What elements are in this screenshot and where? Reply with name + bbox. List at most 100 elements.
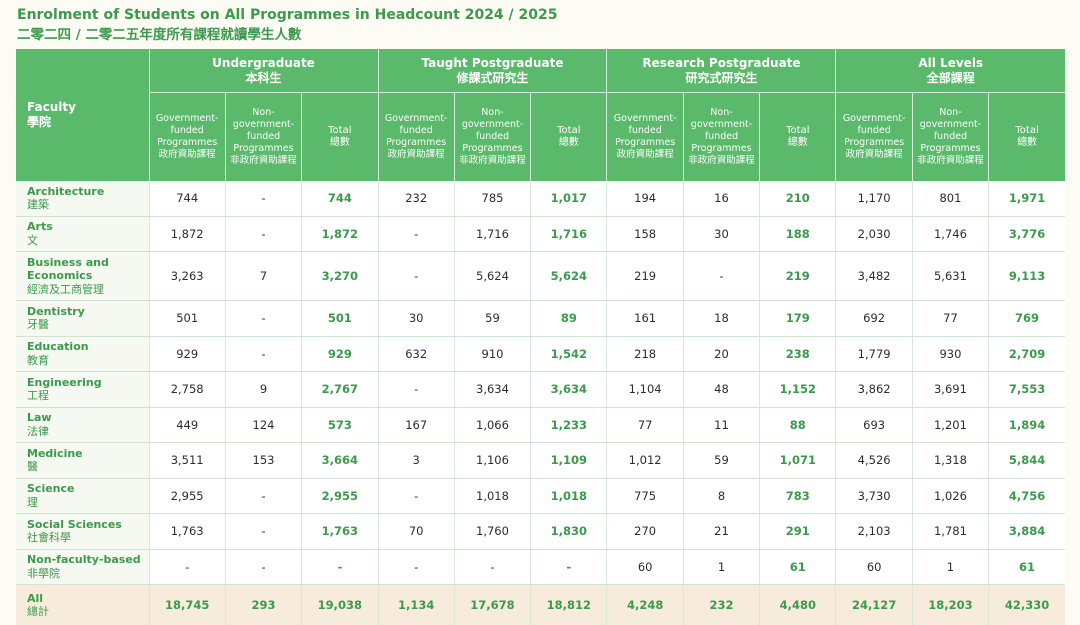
value-cell: -	[225, 181, 301, 216]
subheader-label-en: Government-funded Programmes	[836, 113, 911, 149]
value-cell: -	[378, 549, 454, 585]
total-value-cell: 2,767	[302, 372, 378, 408]
value-cell: -	[378, 216, 454, 252]
value-cell: 1,779	[836, 336, 912, 372]
total-value-cell: 3,270	[302, 252, 378, 301]
subheader-label-zh: 非政府資助課程	[913, 155, 988, 167]
page-title: Enrolment of Students on All Programmes …	[17, 5, 558, 25]
value-cell: 194	[607, 181, 683, 216]
faculty-name-en: Education	[27, 340, 149, 354]
value-cell: 5,631	[912, 252, 988, 301]
total-value-cell: 2,955	[302, 478, 378, 514]
total-value-cell: 769	[989, 301, 1065, 337]
faculty-name-en: Arts	[27, 220, 149, 234]
value-cell: 21	[683, 514, 759, 550]
faculty-name-zh: 教育	[27, 354, 149, 368]
total-value-cell: 179	[760, 301, 836, 337]
value-cell: 7	[225, 252, 301, 301]
subheader-label-en: Total	[760, 125, 835, 137]
total-value-cell: 1,894	[989, 407, 1065, 443]
value-cell: -	[378, 372, 454, 408]
value-cell: 158	[607, 216, 683, 252]
value-cell: 1	[912, 549, 988, 585]
value-cell: 1,026	[912, 478, 988, 514]
total-value-cell: 1,018	[531, 478, 607, 514]
total-value-cell: 9,113	[989, 252, 1065, 301]
subheader-label-en: Non-government-funded Programmes	[455, 107, 530, 155]
subheader-label-zh: 總數	[760, 137, 835, 149]
value-cell: -	[225, 301, 301, 337]
value-cell: 59	[683, 443, 759, 479]
faculty-name-zh: 法律	[27, 425, 149, 439]
value-cell: 8	[683, 478, 759, 514]
total-value-cell: 1,971	[989, 181, 1065, 216]
total-value-cell: 219	[760, 252, 836, 301]
total-value-cell: 61	[989, 549, 1065, 585]
value-cell: 30	[378, 301, 454, 337]
total-value-cell: 3,664	[302, 443, 378, 479]
value-cell: 161	[607, 301, 683, 337]
value-cell: -	[378, 252, 454, 301]
value-cell: 4,526	[836, 443, 912, 479]
faculty-name-zh: 理	[27, 496, 149, 510]
faculty-name-zh: 社會科學	[27, 531, 149, 545]
total-value-cell: 3,634	[531, 372, 607, 408]
value-cell: 744	[149, 181, 225, 216]
total-value-cell: 2,709	[989, 336, 1065, 372]
total-value-cell: 89	[531, 301, 607, 337]
value-cell: 270	[607, 514, 683, 550]
value-cell: 3,730	[836, 478, 912, 514]
total-value-cell: 1,109	[531, 443, 607, 479]
value-cell: 2,955	[149, 478, 225, 514]
value-cell: -	[149, 549, 225, 585]
table-header: Faculty 學院 Undergraduate 本科生 Taught Post…	[16, 49, 1065, 181]
total-value-cell: 238	[760, 336, 836, 372]
total-value-cell: 210	[760, 181, 836, 216]
value-cell: 3,482	[836, 252, 912, 301]
value-cell: -	[378, 478, 454, 514]
value-cell: 3,691	[912, 372, 988, 408]
subheader-label-zh: 總數	[302, 137, 377, 149]
subheader-label-en: Government-funded Programmes	[379, 113, 454, 149]
total-value-cell: 1,152	[760, 372, 836, 408]
value-cell: 1,781	[912, 514, 988, 550]
value-cell: 2,030	[836, 216, 912, 252]
value-cell: 1	[683, 549, 759, 585]
value-cell: 30	[683, 216, 759, 252]
value-cell: 3,634	[454, 372, 530, 408]
total-value-cell: 1,017	[531, 181, 607, 216]
faculty-name-zh: 牙醫	[27, 318, 149, 332]
total-value-cell: 1,716	[531, 216, 607, 252]
faculty-name-en: Non-faculty-based	[27, 553, 149, 567]
faculty-name-zh: 醫	[27, 460, 149, 474]
value-cell: 59	[454, 301, 530, 337]
total-value-cell: 291	[760, 514, 836, 550]
value-cell: 3,511	[149, 443, 225, 479]
value-cell: 801	[912, 181, 988, 216]
value-cell: 1,104	[607, 372, 683, 408]
enrolment-table: Faculty 學院 Undergraduate 本科生 Taught Post…	[16, 49, 1065, 625]
total-value-cell: 3,776	[989, 216, 1065, 252]
value-cell: 3,263	[149, 252, 225, 301]
value-cell: 2,103	[836, 514, 912, 550]
group-header-undergraduate: Undergraduate 本科生	[149, 49, 378, 93]
subheader-label-en: Total	[302, 125, 377, 137]
faculty-name-en: Science	[27, 482, 149, 496]
